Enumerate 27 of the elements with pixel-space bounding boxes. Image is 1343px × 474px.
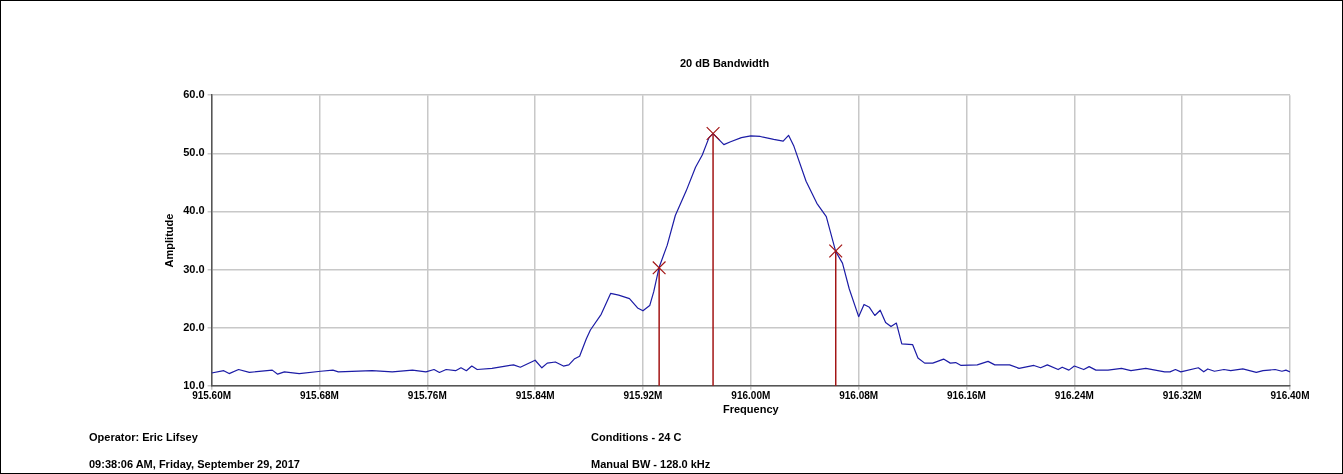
y-tick-label: 60.0 (183, 88, 205, 101)
y-tick-label: 50.0 (183, 146, 205, 159)
x-axis-title: Frequency (722, 403, 780, 416)
x-tick-label: 915.68M (299, 389, 339, 401)
chart-title: 20 dB Bandwidth (679, 56, 770, 69)
y-tick-label: 20.0 (183, 320, 205, 333)
y-tick-label: 30.0 (183, 262, 205, 275)
x-tick-label: 916.00M (731, 389, 771, 401)
x-tick-label: 916.32M (1162, 389, 1202, 401)
y-axis-title: Amplitude (162, 213, 175, 268)
x-tick-label: 916.16M (947, 389, 986, 401)
text: Manual BW - 128.0 kHz (591, 458, 711, 470)
x-tick-label: 915.60M (192, 389, 232, 401)
point (706, 126, 721, 141)
text: 09:38:06 AM, Friday, September 29, 2017 (89, 458, 300, 470)
text: Operator: Eric Lifsey (89, 431, 198, 443)
x-tick-label: 916.40M (1270, 389, 1310, 401)
y-tick-label: 10.0 (183, 378, 205, 391)
x-tick-label: 915.92M (623, 389, 663, 401)
y-tick-label: 40.0 (183, 204, 205, 217)
x-tick-label: 916.24M (1054, 389, 1094, 401)
x-tick-label: 916.08M (839, 389, 879, 401)
text: Conditions - 24 C (591, 431, 682, 443)
x-tick-label: 915.84M (515, 389, 555, 401)
x-tick-label: 915.76M (407, 389, 447, 401)
point (652, 260, 667, 275)
point (828, 244, 843, 258)
